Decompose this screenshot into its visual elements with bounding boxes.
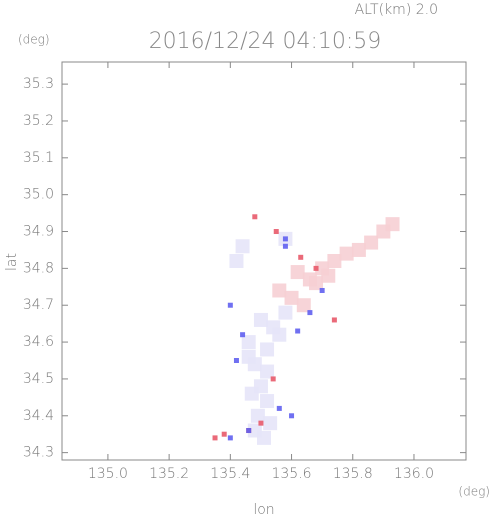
echo-cell xyxy=(258,420,264,426)
echo-cell xyxy=(289,413,295,419)
chart-title: 2016/12/24 04:10:59 xyxy=(149,29,382,54)
echo-cell xyxy=(284,290,299,305)
echo-cell xyxy=(252,214,258,220)
echo-cell xyxy=(331,317,337,323)
echo-cell xyxy=(241,335,256,350)
echo-cell xyxy=(298,254,304,260)
altitude-label: ALT(km) 2.0 xyxy=(355,2,438,18)
echo-cell xyxy=(290,265,305,280)
echo-cell xyxy=(364,235,379,250)
plot-frame xyxy=(61,61,467,461)
echo-cell xyxy=(227,302,233,308)
x-tick-label: 135.0 xyxy=(88,466,128,482)
echo-cell xyxy=(282,236,288,242)
x-unit: (deg) xyxy=(458,485,490,499)
y-unit: (deg) xyxy=(18,33,50,47)
echo-cell xyxy=(351,242,366,257)
y-tick-label: 34.4 xyxy=(23,408,54,424)
y-tick-label: 35.1 xyxy=(23,150,54,166)
echo-cell xyxy=(263,416,278,431)
echo-cell xyxy=(240,332,246,338)
echo-cell xyxy=(272,283,287,298)
echo-cell xyxy=(272,327,287,342)
echo-cell xyxy=(321,268,336,283)
echo-cell xyxy=(229,254,244,268)
echo-cell xyxy=(221,431,227,437)
y-tick-label: 34.5 xyxy=(23,371,54,387)
y-tick-label: 34.3 xyxy=(23,445,54,461)
echo-cell xyxy=(282,243,288,249)
echo-cell xyxy=(246,428,252,434)
echo-cell xyxy=(309,276,324,291)
y-tick-label: 34.9 xyxy=(23,224,54,240)
echo-cell xyxy=(307,310,313,316)
echo-cell xyxy=(385,217,400,232)
y-tick-label: 35.3 xyxy=(23,76,54,92)
echo-cell xyxy=(296,298,311,313)
echo-cell xyxy=(319,287,325,293)
plot-area xyxy=(212,214,400,445)
echo-cell xyxy=(270,376,276,382)
x-axis-label: lon xyxy=(253,502,274,518)
y-tick-label: 34.7 xyxy=(23,297,54,313)
x-tick-label: 136.0 xyxy=(394,466,434,482)
echo-cell xyxy=(244,386,259,401)
echo-cell xyxy=(295,328,301,334)
echo-cell xyxy=(327,254,342,268)
y-tick-label: 34.6 xyxy=(23,334,54,350)
x-tick-label: 135.2 xyxy=(149,466,189,482)
echo-cell xyxy=(233,358,239,363)
echo-cell xyxy=(260,364,275,379)
echo-cell xyxy=(257,430,271,445)
echo-cell xyxy=(260,342,275,357)
echo-cell xyxy=(250,408,265,423)
x-tick-label: 135.6 xyxy=(271,466,311,482)
echo-cell xyxy=(227,435,233,441)
y-tick-label: 34.8 xyxy=(23,260,54,276)
echo-cell xyxy=(241,349,256,364)
echo-cell xyxy=(278,305,293,320)
echo-cell xyxy=(273,229,279,235)
y-axis-label: lat xyxy=(4,253,20,271)
y-tick-label: 35.0 xyxy=(23,187,54,203)
echo-cell xyxy=(276,405,282,411)
echo-cell xyxy=(212,435,218,441)
x-tick-label: 135.4 xyxy=(210,466,250,482)
echo-cell xyxy=(260,394,275,409)
echo-cell xyxy=(339,246,354,261)
y-tick-label: 35.2 xyxy=(23,113,54,129)
echo-cell xyxy=(313,265,319,271)
echo-cell xyxy=(235,239,250,254)
echo-cell xyxy=(253,312,268,327)
x-tick-label: 135.8 xyxy=(333,466,373,482)
